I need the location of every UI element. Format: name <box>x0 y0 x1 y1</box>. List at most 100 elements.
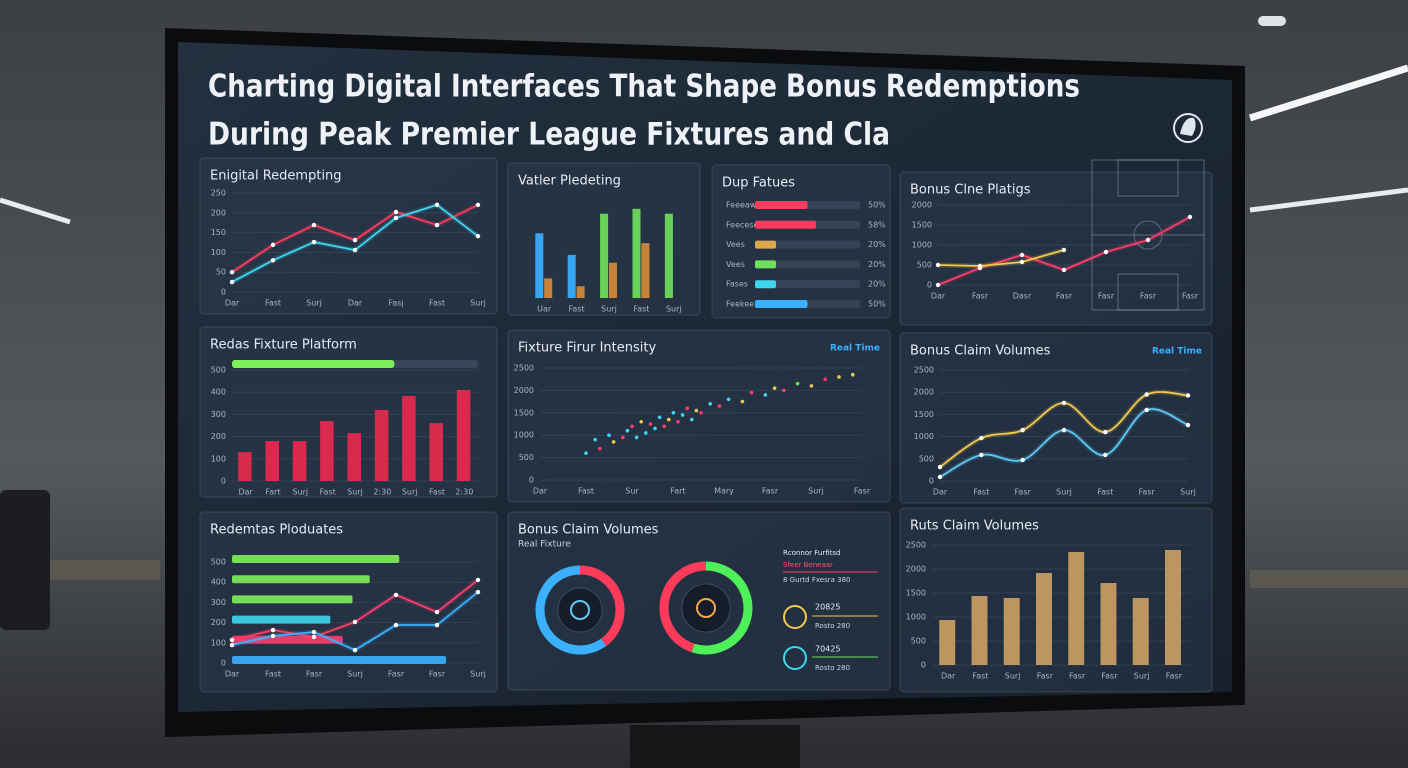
point <box>475 577 481 583</box>
panel: Enigital Redempting 0 50 100 150 200 250 Dar Fas… <box>199 157 498 315</box>
point <box>1103 429 1108 435</box>
point <box>352 619 358 625</box>
x-tick-label: Fast <box>973 488 989 497</box>
value-label: 20% <box>868 260 886 269</box>
point <box>1144 392 1149 397</box>
bar <box>971 595 988 665</box>
x-tick-label: Sur <box>625 487 639 496</box>
ceiling-light <box>1249 187 1408 213</box>
panel-title: Bonus Claim Volumes <box>910 344 1051 359</box>
bar <box>347 433 362 481</box>
y-tick-label: 1500 <box>906 589 926 598</box>
bar <box>544 278 553 298</box>
x-tick-label: Fasr <box>1056 292 1073 301</box>
panel-title: Bonus Clne Platigs <box>910 183 1031 198</box>
point <box>270 633 276 639</box>
y-tick-label: 200 <box>211 208 226 217</box>
pitch-outline <box>1091 159 1205 311</box>
y-tick-label: 50 <box>216 268 226 277</box>
x-tick-label: Fasr <box>306 670 323 679</box>
y-tick-label: 150 <box>211 228 226 237</box>
bar <box>1100 583 1117 665</box>
point <box>434 609 440 615</box>
badge: Real Time <box>830 344 880 354</box>
scatter-point <box>851 372 855 377</box>
bar <box>535 233 544 298</box>
x-tick-label: Dar <box>348 299 363 308</box>
point <box>270 242 276 248</box>
donut-glow <box>681 583 731 633</box>
y-tick-label: 250 <box>211 189 226 198</box>
dashboard-title: During Peak Premier League Fixtures and … <box>208 117 890 153</box>
scatter-point <box>782 388 786 393</box>
y-tick-label: 1000 <box>514 431 534 440</box>
bar <box>609 262 618 298</box>
note: Rconnor Furfitsd <box>783 549 840 557</box>
scatter-point <box>639 419 643 424</box>
panel-title: Enigital Redempting <box>210 169 342 184</box>
y-tick-label: 1000 <box>914 432 934 441</box>
row-label: Fases <box>726 280 748 289</box>
bar <box>292 441 307 481</box>
point <box>270 627 276 633</box>
x-tick-label: Fasr <box>1182 292 1199 301</box>
bar <box>755 280 776 289</box>
panel: Dup Fatues Feeeaw 50% Feecese 58% Vees 20% Vees… <box>711 164 891 319</box>
scatter-point <box>699 411 703 415</box>
ceiling-light <box>0 197 71 225</box>
scatter-point <box>694 408 699 413</box>
x-tick-label: Dar <box>225 670 240 679</box>
y-tick-label: 2000 <box>906 565 926 574</box>
y-tick-label: 1000 <box>906 613 926 622</box>
x-tick-label: Dar <box>225 299 240 308</box>
panel-subtitle: Real Fixture <box>518 540 571 550</box>
x-tick-label: Surj <box>1180 488 1196 497</box>
bar <box>755 300 808 308</box>
x-tick-label: Fasr <box>1037 672 1054 681</box>
scatter-point <box>644 431 648 435</box>
x-tick-label: Fast <box>578 487 594 496</box>
point <box>935 282 941 288</box>
y-tick-label: 400 <box>211 388 226 397</box>
panel: Bonus Claim Volumes Real Time 0 500 1000 1500… <box>899 332 1213 504</box>
donut-emblem <box>570 600 590 620</box>
x-tick-label: Surj <box>1056 488 1072 497</box>
y-tick-label: 2500 <box>914 366 934 375</box>
note: 8 Gurtd Fxesra 380 <box>783 576 851 584</box>
point <box>311 222 317 228</box>
point <box>1103 452 1108 458</box>
point <box>1019 259 1025 265</box>
scatter-point <box>625 428 630 433</box>
panel: Bonus Clne Platigs 0 500 1000 1500 2000 Dar Fas… <box>899 159 1213 326</box>
y-tick-label: 500 <box>211 558 226 567</box>
note: 20825 <box>815 603 840 612</box>
y-tick-label: 500 <box>519 453 534 462</box>
bar-track <box>755 260 860 269</box>
scatter-point <box>809 384 814 388</box>
bar <box>265 441 280 481</box>
panel-background <box>199 157 498 315</box>
scatter-point <box>772 386 777 390</box>
bar <box>664 213 673 298</box>
y-tick-label: 0 <box>929 477 934 486</box>
scatter-point <box>662 424 666 429</box>
note: Rosto 280 <box>815 622 850 630</box>
x-tick-label: Surj <box>470 299 486 308</box>
scatter-point <box>630 424 634 429</box>
scatter-point <box>676 419 680 424</box>
x-tick-label: Fasj <box>388 299 403 308</box>
point <box>475 202 481 208</box>
y-tick-label: 500 <box>211 366 226 375</box>
scatter-point <box>837 375 841 379</box>
point <box>352 237 358 243</box>
y-tick-label: 100 <box>211 248 226 257</box>
row-label: Feeeaw <box>726 201 757 210</box>
bar <box>1165 549 1181 665</box>
bar <box>1068 552 1085 665</box>
point <box>352 647 358 653</box>
bar <box>232 615 331 624</box>
point <box>229 637 235 643</box>
scatter-point <box>708 402 712 406</box>
point <box>1185 393 1191 398</box>
note: Rosto 280 <box>815 664 850 672</box>
